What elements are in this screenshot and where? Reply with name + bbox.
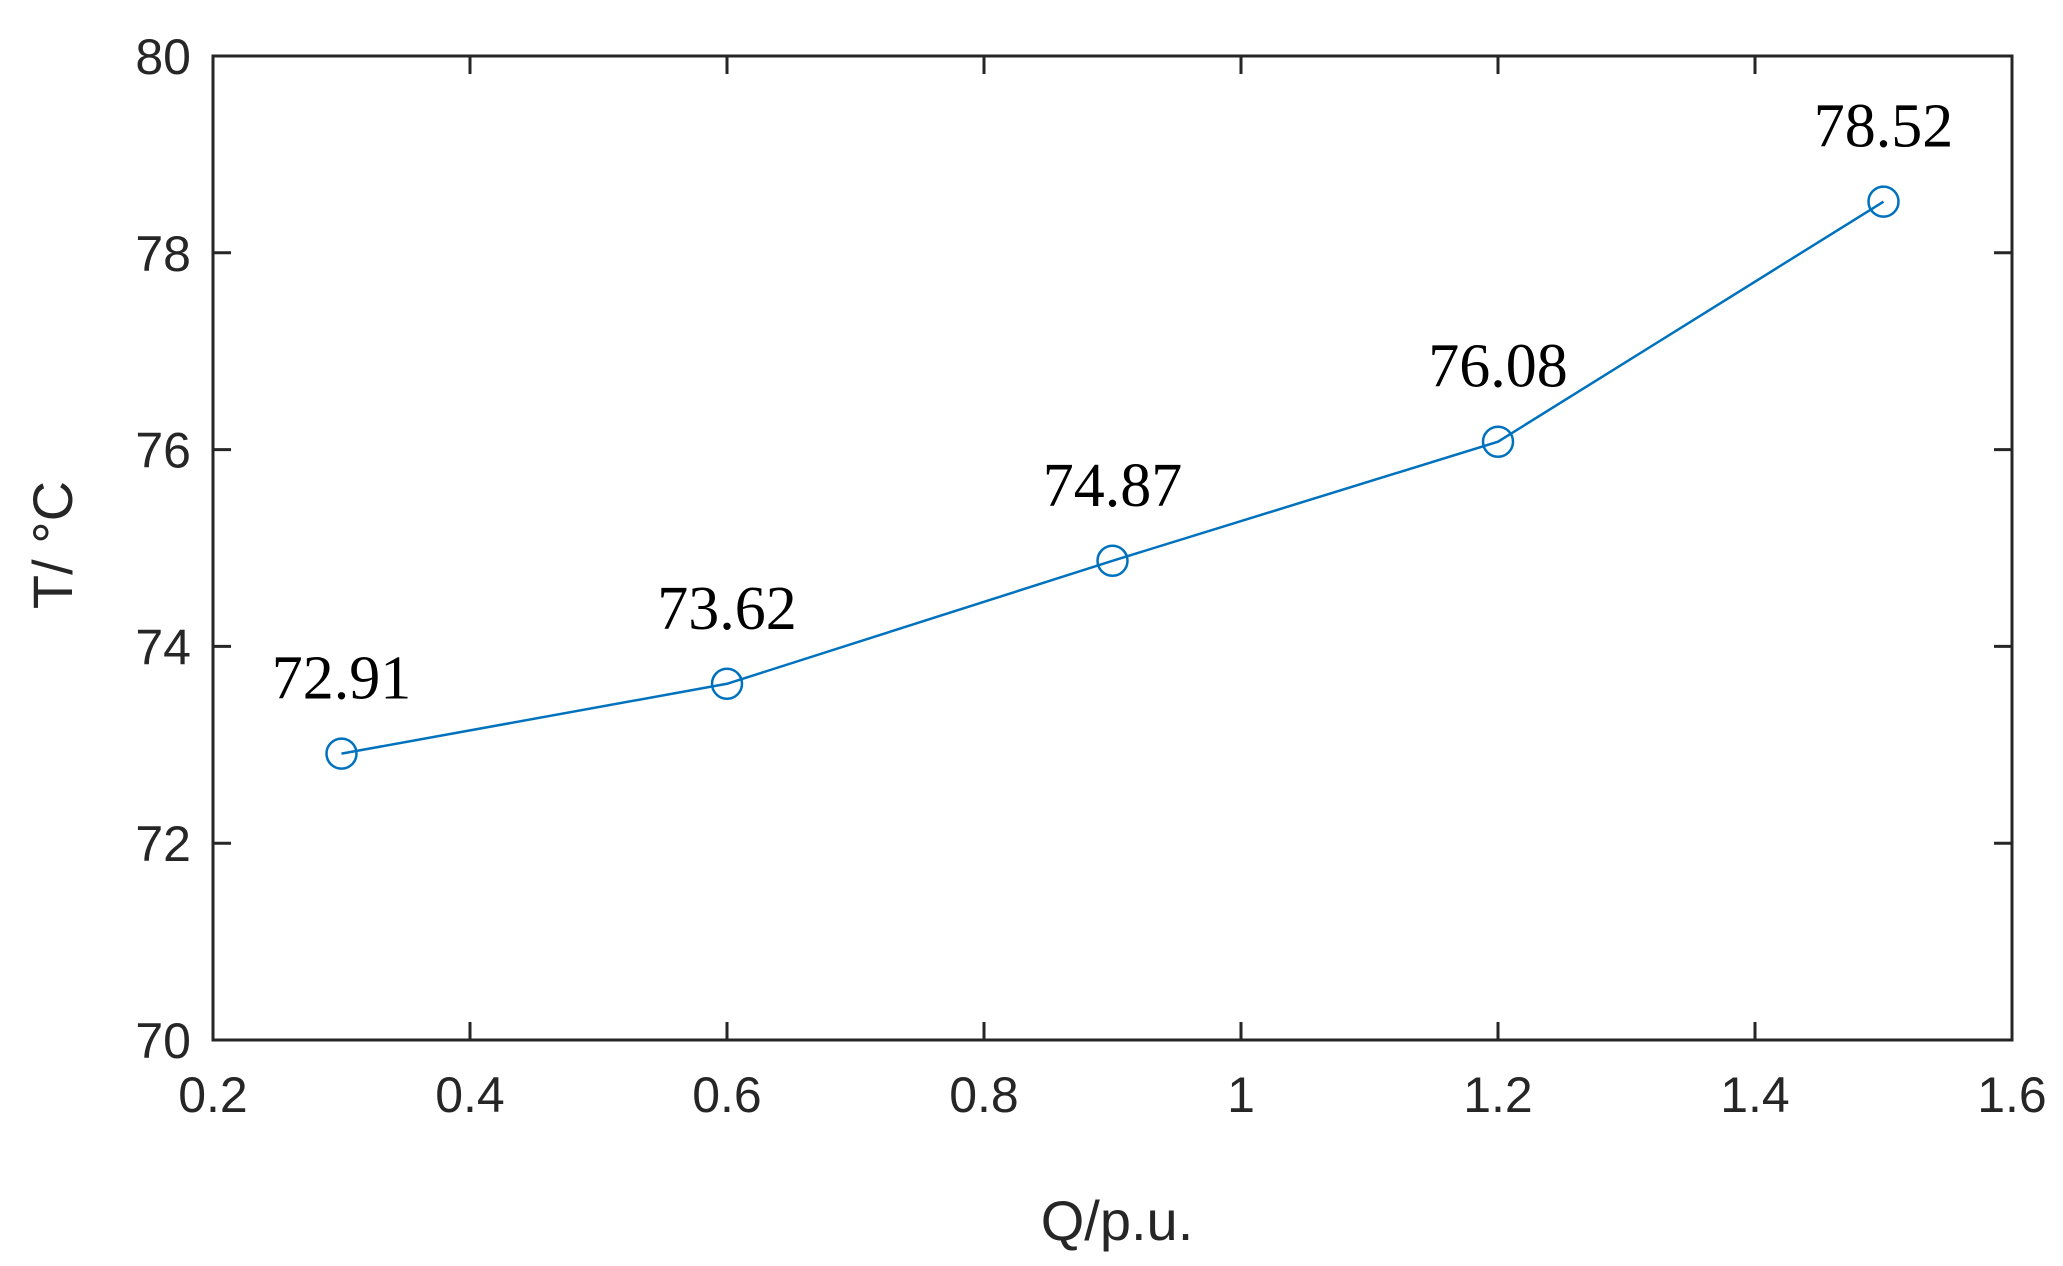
x-tick-label: 0.6 [692, 1067, 762, 1123]
series-line-group [325, 185, 1900, 770]
plot-area-frame [211, 54, 2014, 1042]
y-tick-label: 76 [135, 423, 191, 479]
x-axis-title: Q/p.u. [1041, 1189, 1194, 1252]
x-tick-label: 1 [1227, 1067, 1255, 1123]
y-axis-ticks: 70 72 74 76 78 80 [135, 29, 2012, 1069]
data-point-label: 76.08 [1428, 333, 1568, 401]
y-tick-label: 80 [135, 29, 191, 85]
y-tick-label: 74 [135, 619, 191, 675]
data-point-label: 78.52 [1814, 93, 1954, 161]
data-point-marker [1096, 544, 1129, 578]
data-point-label: 73.62 [657, 575, 797, 643]
data-point-marker [1481, 425, 1515, 458]
data-point-marker [325, 737, 358, 770]
x-tick-label: 1.6 [1977, 1067, 2047, 1123]
data-labels-group: 72.91 73.62 74.87 76.08 78.52 [272, 93, 1954, 713]
x-tick-label: 1.4 [1720, 1067, 1790, 1123]
y-tick-label: 70 [135, 1013, 191, 1069]
x-tick-label: 0.8 [949, 1067, 1019, 1123]
y-tick-label: 72 [135, 816, 191, 872]
data-point-label: 74.87 [1043, 452, 1183, 520]
x-axis-ticks: 0.2 0.4 0.6 0.8 1 1.2 1.4 1.6 [178, 56, 2047, 1123]
data-point-marker [1867, 185, 1900, 218]
y-axis-title: T/ °C [21, 481, 84, 609]
plot-axes [211, 54, 2014, 1042]
data-point-marker [710, 667, 744, 701]
y-tick-label: 78 [135, 226, 191, 282]
x-tick-label: 1.2 [1463, 1067, 1533, 1123]
x-tick-label: 0.4 [435, 1067, 505, 1123]
data-point-label: 72.91 [272, 645, 412, 713]
x-tick-label: 0.2 [178, 1067, 248, 1123]
series-line [341, 200, 1885, 755]
